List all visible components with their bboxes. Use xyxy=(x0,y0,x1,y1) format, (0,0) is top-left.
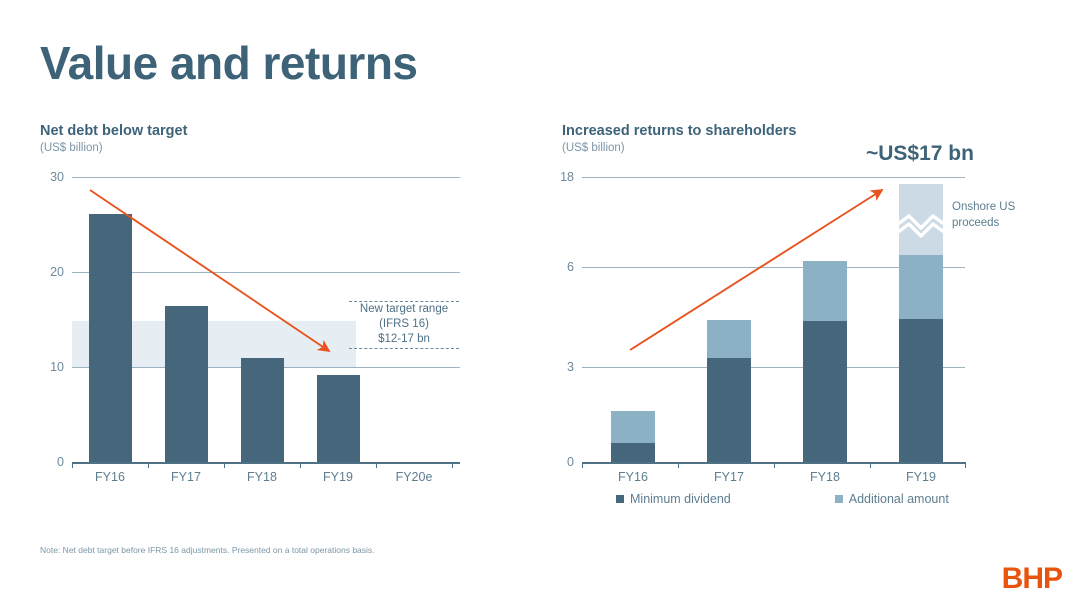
x-tick-mark-left-4 xyxy=(376,462,377,468)
x-label-left-fy17: FY17 xyxy=(171,470,201,484)
left-panel-header: Net debt below target (US$ billion) xyxy=(40,123,187,154)
x-tick-mark-left-2 xyxy=(224,462,225,468)
y-tick-right-0: 0 xyxy=(567,455,574,469)
right-panel-subtitle: (US$ billion) xyxy=(562,141,625,154)
x-label-left-fy16: FY16 xyxy=(95,470,125,484)
target-note-line3: $12-17 bn xyxy=(378,333,430,346)
target-line-lower xyxy=(349,348,459,349)
right-panel-title: Increased returns to shareholders xyxy=(562,123,797,139)
y-tick-left-0: 0 xyxy=(57,455,64,469)
gridline-30 xyxy=(72,177,460,178)
x-tick-mark-left-3 xyxy=(300,462,301,468)
y-tick-right-3: 3 xyxy=(567,360,574,374)
x-tick-mark-right-1 xyxy=(678,462,679,468)
target-line-upper xyxy=(349,300,459,302)
bar-fy17-minimum xyxy=(707,358,751,462)
x-tick-mark-right-0 xyxy=(582,462,583,468)
bar-fy16-additional xyxy=(611,411,655,443)
returns-legend: Minimum dividend Additional amount xyxy=(616,492,949,506)
bar-fy18-minimum xyxy=(803,321,847,462)
returns-headline: ~US$17 bn xyxy=(866,142,974,165)
x-tick-mark-right-3 xyxy=(870,462,871,468)
bar-fy17 xyxy=(165,306,208,462)
bar-fy19-minimum xyxy=(899,319,943,462)
x-axis-right xyxy=(582,462,965,464)
x-tick-mark-right-2 xyxy=(774,462,775,468)
x-label-left-fy18: FY18 xyxy=(247,470,277,484)
legend-label-minimum-dividend: Minimum dividend xyxy=(630,492,731,506)
callout-line1: Onshore US xyxy=(952,201,1016,213)
x-label-right-fy17: FY17 xyxy=(714,470,744,484)
x-label-right-fy19: FY19 xyxy=(906,470,936,484)
net-debt-chart: 30 20 10 0 FY16 FY17 FY18 FY19 FY20e New… xyxy=(0,0,500,500)
x-label-left-fy20e: FY20e xyxy=(395,470,433,484)
gridline-18 xyxy=(582,177,965,178)
x-tick-mark-right-4 xyxy=(965,462,966,468)
bar-fy17-additional xyxy=(707,320,751,358)
gridline-3 xyxy=(582,367,965,368)
legend-swatch-minimum-dividend xyxy=(616,495,624,503)
legend-swatch-additional-amount xyxy=(834,495,843,503)
x-label-right-fy18: FY18 xyxy=(810,470,840,484)
y-tick-left-20: 20 xyxy=(50,265,64,279)
legend-label-additional-amount: Additional amount xyxy=(848,492,949,506)
shareholder-returns-chart: 18 6 3 0 Onshore US proceeds xyxy=(540,0,1080,520)
callout-line2: proceeds xyxy=(952,216,1000,229)
legend-item-additional-amount: Additional amount xyxy=(834,492,949,506)
bar-fy19-onshore-proceeds xyxy=(899,184,943,255)
x-tick-mark-left-0 xyxy=(72,462,73,468)
onshore-proceeds-callout: Onshore US proceeds xyxy=(952,200,1015,231)
bar-fy16 xyxy=(89,214,132,462)
left-panel-title: Net debt below target xyxy=(40,123,188,139)
bar-fy18 xyxy=(241,357,284,462)
y-tick-left-10: 10 xyxy=(50,360,64,374)
x-tick-mark-left-5 xyxy=(452,462,453,468)
bar-fy18-additional xyxy=(803,261,847,321)
footnote: Note: Net debt target before IFRS 16 adj… xyxy=(40,545,375,555)
y-tick-right-6: 6 xyxy=(567,260,574,274)
bar-fy19-additional xyxy=(899,255,943,319)
x-label-left-fy19: FY19 xyxy=(323,470,353,484)
x-label-right-fy16: FY16 xyxy=(618,470,648,484)
bar-fy19 xyxy=(317,374,360,462)
page-title: Value and returns xyxy=(40,37,418,89)
y-tick-right-18: 18 xyxy=(560,170,574,184)
bar-fy16-minimum xyxy=(611,443,655,462)
right-panel-header: Increased returns to shareholders (US$ b… xyxy=(562,123,797,154)
target-range-annotation: New target range (IFRS 16) $12-17 bn xyxy=(349,302,459,348)
y-tick-left-30: 30 xyxy=(50,170,64,184)
bhp-logo: BHP xyxy=(1001,562,1063,595)
x-tick-mark-left-1 xyxy=(148,462,149,468)
target-note-line1: New target range xyxy=(359,303,449,315)
legend-item-minimum-dividend: Minimum dividend xyxy=(616,492,731,506)
left-panel-subtitle: (US$ billion) xyxy=(40,141,103,154)
target-note-line2: (IFRS 16) xyxy=(379,318,429,331)
x-axis-left xyxy=(72,462,460,464)
